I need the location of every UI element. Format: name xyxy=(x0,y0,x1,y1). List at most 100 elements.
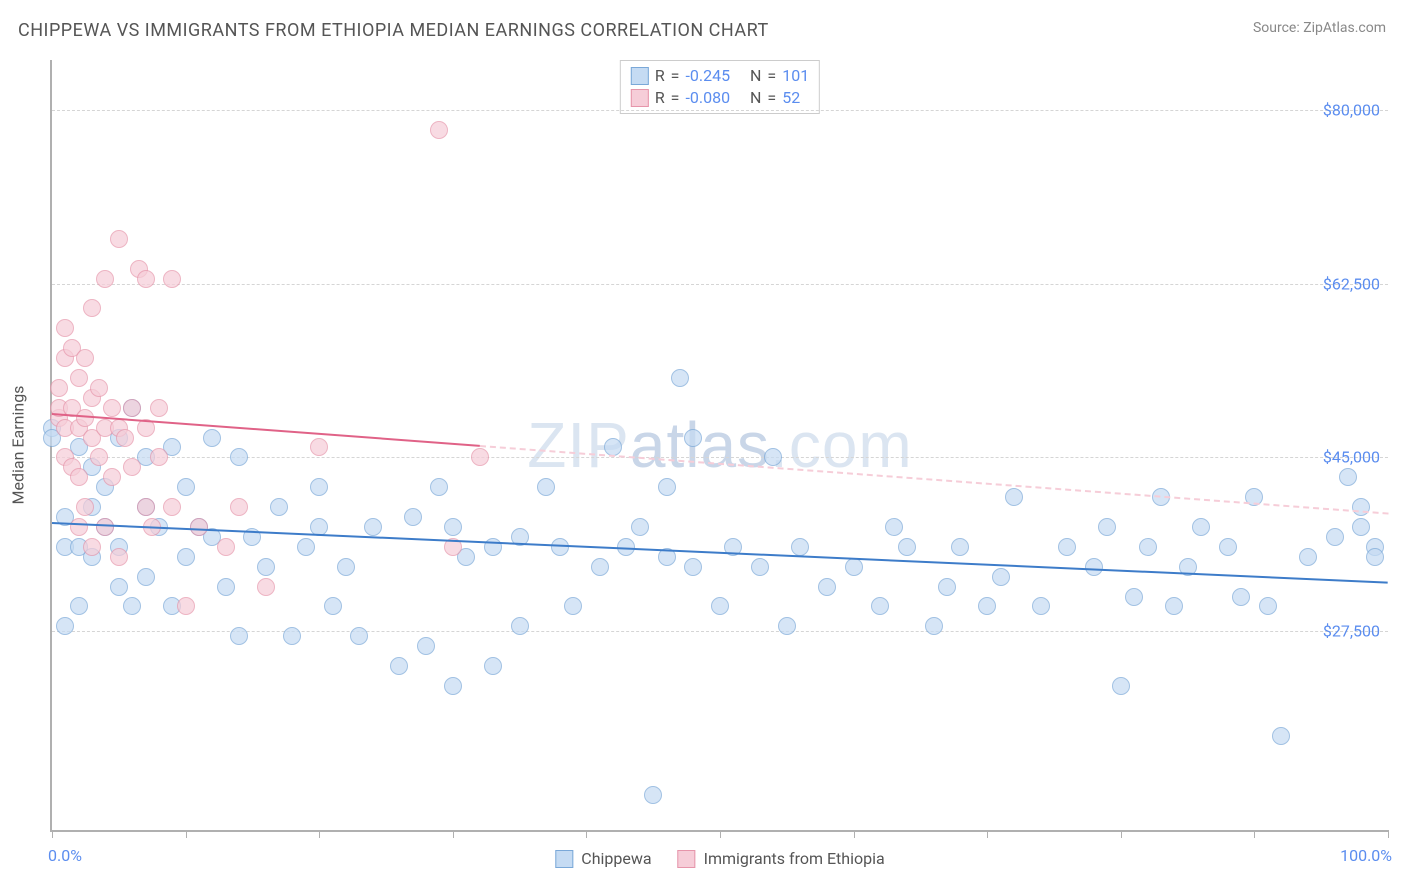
data-point xyxy=(123,458,141,476)
x-tick xyxy=(1121,830,1122,838)
data-point xyxy=(1366,548,1384,566)
data-point xyxy=(1112,677,1130,695)
legend-item: Chippewa xyxy=(555,849,651,868)
data-point xyxy=(177,548,195,566)
data-point xyxy=(70,468,88,486)
data-point xyxy=(1299,548,1317,566)
data-point xyxy=(137,568,155,586)
data-point xyxy=(1032,597,1050,615)
data-point xyxy=(103,399,121,417)
data-point xyxy=(137,498,155,516)
series-swatch xyxy=(631,67,649,85)
data-point xyxy=(50,379,68,397)
x-tick xyxy=(186,830,187,838)
x-tick xyxy=(1254,830,1255,838)
trend-line xyxy=(52,522,1388,584)
data-point xyxy=(110,548,128,566)
data-point xyxy=(417,637,435,655)
chart-container: CHIPPEWA VS IMMIGRANTS FROM ETHIOPIA MED… xyxy=(0,0,1406,892)
data-point xyxy=(778,617,796,635)
data-point xyxy=(364,518,382,536)
stat-N-label: N xyxy=(750,87,761,109)
data-point xyxy=(270,498,288,516)
data-point xyxy=(150,448,168,466)
data-point xyxy=(978,597,996,615)
data-point xyxy=(684,429,702,447)
gridline xyxy=(52,631,1388,632)
legend-label: Chippewa xyxy=(581,849,651,868)
data-point xyxy=(992,568,1010,586)
data-point xyxy=(1139,538,1157,556)
data-point xyxy=(1098,518,1116,536)
data-point xyxy=(711,597,729,615)
data-point xyxy=(631,518,649,536)
data-point xyxy=(1058,538,1076,556)
data-point xyxy=(163,498,181,516)
data-point xyxy=(103,468,121,486)
data-point xyxy=(845,558,863,576)
data-point xyxy=(671,369,689,387)
stat-eq: = xyxy=(767,87,776,109)
correlation-stats-box: R = -0.245 N = 101 R = -0.080 N = 52 xyxy=(620,60,820,114)
x-tick xyxy=(453,830,454,838)
data-point xyxy=(925,617,943,635)
data-point xyxy=(1326,528,1344,546)
data-point xyxy=(1192,518,1210,536)
stat-R-label: R xyxy=(655,65,665,87)
series-swatch xyxy=(631,89,649,107)
chart-title: CHIPPEWA VS IMMIGRANTS FROM ETHIOPIA MED… xyxy=(18,20,769,41)
x-tick xyxy=(319,830,320,838)
data-point xyxy=(444,677,462,695)
data-point xyxy=(1005,488,1023,506)
legend-swatch xyxy=(678,850,696,868)
stat-N-value: 52 xyxy=(782,87,800,109)
trend-line xyxy=(479,445,1388,515)
data-point xyxy=(564,597,582,615)
y-tick-label: $80,000 xyxy=(1323,100,1380,119)
stat-eq: = xyxy=(671,65,680,87)
data-point xyxy=(217,538,235,556)
data-point xyxy=(177,597,195,615)
data-point xyxy=(177,478,195,496)
x-tick xyxy=(52,830,53,838)
source-attribution: Source: ZipAtlas.com xyxy=(1253,20,1386,36)
x-tick xyxy=(586,830,587,838)
data-point xyxy=(217,578,235,596)
legend-swatch xyxy=(555,850,573,868)
data-point xyxy=(511,617,529,635)
data-point xyxy=(1352,498,1370,516)
data-point xyxy=(938,578,956,596)
data-point xyxy=(751,558,769,576)
data-point xyxy=(444,518,462,536)
data-point xyxy=(484,657,502,675)
data-point xyxy=(116,429,134,447)
data-point xyxy=(257,558,275,576)
data-point xyxy=(83,538,101,556)
data-point xyxy=(96,270,114,288)
watermark: ZIPatlas.com xyxy=(527,408,912,482)
gridline xyxy=(52,457,1388,458)
data-point xyxy=(350,627,368,645)
stat-R-value: -0.245 xyxy=(685,65,730,87)
stat-N-value: 101 xyxy=(782,65,809,87)
data-point xyxy=(137,270,155,288)
x-tick xyxy=(720,830,721,838)
data-point xyxy=(1219,538,1237,556)
x-tick xyxy=(987,830,988,838)
data-point xyxy=(818,578,836,596)
source-link[interactable]: ZipAtlas.com xyxy=(1303,20,1386,36)
data-point xyxy=(110,578,128,596)
stat-eq: = xyxy=(671,87,680,109)
data-point xyxy=(56,617,74,635)
data-point xyxy=(190,518,208,536)
x-axis-min-label: 0.0% xyxy=(48,846,82,865)
data-point xyxy=(310,478,328,496)
data-point xyxy=(537,478,555,496)
data-point xyxy=(230,498,248,516)
legend: Chippewa Immigrants from Ethiopia xyxy=(555,849,884,868)
data-point xyxy=(90,448,108,466)
data-point xyxy=(310,438,328,456)
data-point xyxy=(1259,597,1277,615)
gridline xyxy=(52,110,1388,111)
legend-item: Immigrants from Ethiopia xyxy=(678,849,885,868)
